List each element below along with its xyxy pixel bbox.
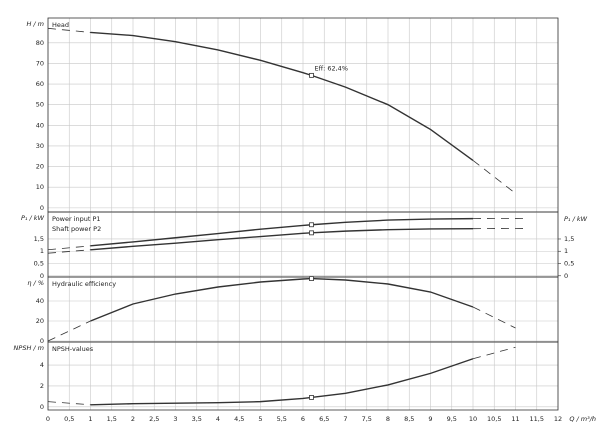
x-tick-label: 10,5 [487,415,501,423]
y-tick-label: 4 [40,361,44,369]
operating-point [309,222,314,228]
y-tick-label: 1 [40,247,44,255]
curve [90,217,474,247]
series-label: Shaft power P2 [52,225,101,233]
y-tick-label: 20 [36,163,44,171]
x-tick-label: 5 [258,415,262,423]
y-tick-label: 0 [40,272,44,280]
y-tick-label: 20 [36,317,44,325]
y2-tick-label: 0,5 [564,260,574,268]
series-label: Head [52,21,69,29]
x-tick-label: 11,5 [530,415,544,423]
curve [472,160,516,194]
x-tick-label: 1 [88,415,92,423]
x-tick-label: 12 [554,415,562,423]
y-tick-label: 1,5 [34,235,44,243]
y-tick-label: 70 [36,59,44,67]
curve [47,320,91,342]
y-tick-label: 40 [36,121,44,129]
x-axis-label: Q / m³/h [569,415,596,423]
series-label: NPSH-values [52,345,94,353]
x-tick-label: 7 [343,415,347,423]
x-tick-label: 9,5 [447,415,457,423]
curve [47,245,91,251]
series-label: Power input P1 [52,215,101,223]
x-tick-label: 11 [511,415,519,423]
y-axis-label: H / m [26,20,44,28]
curve [472,346,516,360]
y-tick-label: 50 [36,101,44,109]
y-tick-label: 10 [36,183,44,191]
x-tick-label: 2 [131,415,135,423]
y-axis-label: NPSH / m [14,344,44,352]
y-tick-label: 60 [36,80,44,88]
y-tick-label: 80 [36,39,44,47]
series-label: Hydraulic efficiency [52,280,116,288]
y-tick-label: 2 [40,382,44,390]
y-tick-label: 0,5 [34,260,44,268]
y-tick-label: 0 [40,403,44,411]
operating-point [309,276,314,282]
curve [47,27,91,33]
curve [47,249,91,254]
y-tick-label: 0 [40,204,44,212]
operating-point [309,395,314,400]
operating-point [309,72,314,78]
curve [47,401,91,406]
x-tick-label: 10 [469,415,477,423]
curve [90,227,474,251]
y-axis-label: η / % [27,279,44,287]
panel-frame [47,341,559,411]
operating-point [309,230,314,236]
y2-tick-label: 1 [564,247,568,255]
curve [472,306,516,329]
curve [90,31,474,161]
x-tick-label: 1,5 [107,415,117,423]
x-tick-label: 6,5 [319,415,329,423]
y-tick-label: 0 [40,337,44,345]
x-tick-label: 4,5 [234,415,244,423]
x-tick-label: 3,5 [192,415,202,423]
curve [90,358,474,406]
x-tick-label: 0 [46,415,50,423]
x-tick-label: 3 [173,415,177,423]
x-tick-label: 0,5 [64,415,74,423]
y-tick-label: 40 [36,297,44,305]
y2-tick-label: 1,5 [564,235,574,243]
x-tick-label: 6 [301,415,305,423]
x-tick-label: 9 [428,415,432,423]
y-axis-label: P₁ / kW [21,214,45,222]
x-tick-label: 5,5 [277,415,287,423]
y2-tick-label: 0 [564,272,568,280]
x-tick-label: 8,5 [404,415,414,423]
annotation: Eff: 62,4% [315,64,349,72]
x-tick-label: 2,5 [149,415,159,423]
x-tick-label: 7,5 [362,415,372,423]
x-tick-label: 4 [216,415,220,423]
y-tick-label: 30 [36,142,44,150]
curve [90,277,474,322]
y2-axis-label: P₁ / kW [564,215,588,223]
x-tick-label: 8 [386,415,390,423]
